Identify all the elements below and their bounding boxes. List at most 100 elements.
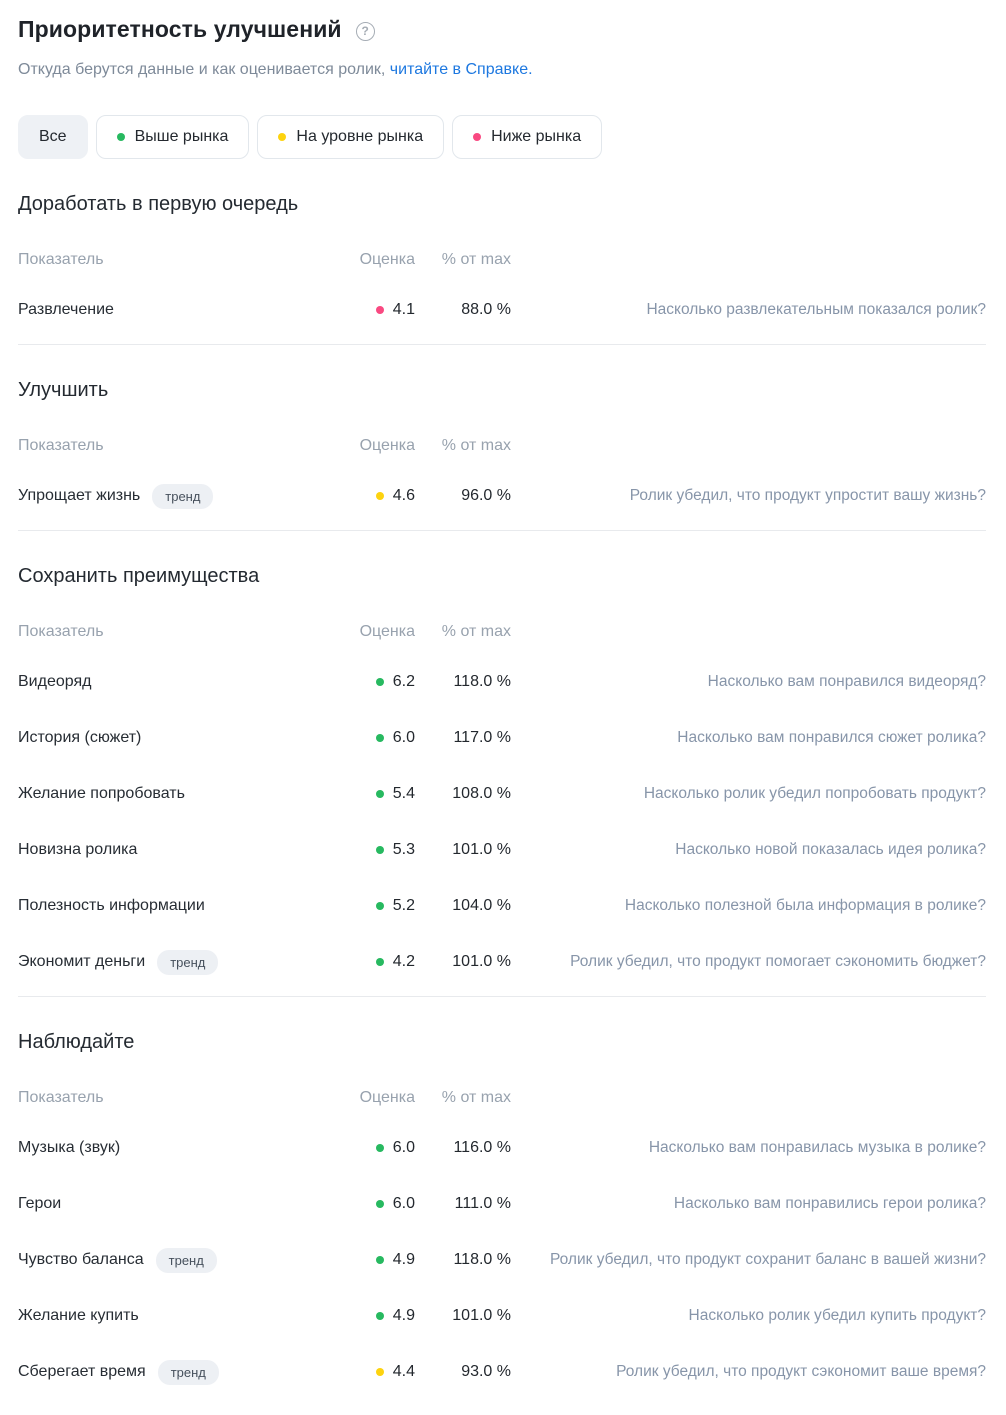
table-row: Развлечение 4.1 88.0 % Насколько развлекате… (18, 282, 986, 338)
table-row: Новизна ролика 5.3 101.0 % Насколько новой … (18, 822, 986, 878)
score-value: 4.9 (392, 1251, 415, 1268)
metric-label: Видеоряд (18, 673, 92, 690)
score-cell: 6.2 (348, 673, 415, 691)
status-dot-icon (375, 846, 384, 854)
metric-description: Ролик убедил, что продукт сэкономит ваше… (616, 1363, 986, 1380)
help-icon[interactable]: ? (355, 21, 375, 41)
column-header-percent: % от max (441, 1089, 511, 1106)
metric-cell: Герои (18, 1195, 348, 1213)
metrics-section: Сохранить преимущества Показатель Оценка % … (18, 565, 986, 997)
metric-description: Насколько ролик убедил купить продукт? (688, 1307, 986, 1324)
trend-badge: тренд (152, 483, 214, 509)
metric-description: Ролик убедил, что продукт упростит вашу … (629, 487, 986, 504)
page-header: Приоритетность улучшений ? Откуда берутс… (18, 16, 986, 79)
metric-description: Насколько развлекательным показался роли… (646, 301, 986, 318)
score-value: 6.0 (392, 729, 415, 746)
score-cell: 4.6 (348, 487, 415, 505)
metric-cell: Полезность информации (18, 897, 348, 915)
table-row: Желание купить 4.9 101.0 % Насколько ролик … (18, 1288, 986, 1344)
metric-cell: Развлечение (18, 301, 348, 319)
percent-value: 111.0 % (454, 1195, 511, 1212)
metric-cell: Новизна ролика (18, 841, 348, 859)
filter-chip-0[interactable]: Все (18, 115, 88, 159)
filter-chip-2[interactable]: На уровне рынка (257, 115, 445, 159)
metrics-section: Наблюдайте Показатель Оценка % от max Музыка… (18, 1031, 986, 1400)
section-title: Сохранить преимущества (18, 565, 260, 587)
trend-badge: тренд (157, 1359, 219, 1385)
trend-badge: тренд (157, 949, 219, 975)
percent-value: 108.0 % (452, 785, 511, 802)
score-cell: 4.2 (348, 953, 415, 971)
metric-label: Упрощает жизнь (18, 487, 141, 504)
metric-label: Герои (18, 1195, 62, 1212)
table-row: Экономит деньги тренд 4.2 101.0 % Ролик убед… (18, 934, 986, 990)
metric-label: Сберегает время (18, 1363, 146, 1380)
metric-description: Насколько новой показалась идея ролика? (675, 841, 986, 858)
metric-description: Насколько вам понравилась музыка в ролик… (648, 1139, 986, 1156)
percent-value: 101.0 % (452, 953, 511, 970)
metric-cell: Желание попробовать (18, 785, 348, 803)
column-header-metric: Показатель (18, 623, 104, 640)
table-row: Сберегает время тренд 4.4 93.0 % Ролик убеди… (18, 1344, 986, 1400)
status-dot-icon (473, 133, 482, 141)
table-row: Желание попробовать 5.4 108.0 % Насколько р… (18, 766, 986, 822)
metric-description: Ролик убедил, что продукт сохранит балан… (550, 1251, 986, 1268)
score-cell: 4.9 (348, 1251, 415, 1269)
status-dot-icon (375, 678, 384, 686)
section-divider (18, 530, 986, 531)
metric-description: Ролик убедил, что продукт помогает сэкон… (570, 953, 986, 970)
score-cell: 6.0 (348, 1195, 415, 1213)
filter-chip-3[interactable]: Ниже рынка (452, 115, 603, 159)
metric-description: Насколько вам понравился сюжет ролика? (677, 729, 986, 746)
metric-cell: Сберегает время тренд (18, 1359, 348, 1385)
metric-label: Экономит деньги (18, 953, 146, 970)
table-header-row: Показатель Оценка % от max (18, 1076, 986, 1120)
status-dot-icon (375, 1144, 384, 1152)
help-link[interactable]: читайте в Справке. (389, 61, 533, 78)
score-value: 5.4 (392, 785, 415, 802)
filter-chip-label: Все (39, 128, 67, 145)
status-dot-icon (375, 492, 384, 500)
percent-value: 101.0 % (452, 1307, 511, 1324)
metrics-section: Улучшить Показатель Оценка % от max Упрощает… (18, 379, 986, 531)
page-subtitle: Откуда берутся данные и как оценивается … (18, 61, 986, 79)
score-value: 6.0 (392, 1195, 415, 1212)
table-header-row: Показатель Оценка % от max (18, 238, 986, 282)
section-title: Наблюдайте (18, 1031, 135, 1053)
score-value: 4.9 (392, 1307, 415, 1324)
metric-cell: История (сюжет) (18, 729, 348, 747)
status-dot-icon (375, 306, 384, 314)
score-cell: 5.4 (348, 785, 415, 803)
subtitle-text: Откуда берутся данные и как оценивается … (18, 61, 390, 78)
score-cell: 6.0 (348, 1139, 415, 1157)
table-row: Чувство баланса тренд 4.9 118.0 % Ролик убед… (18, 1232, 986, 1288)
column-header-percent: % от max (441, 437, 511, 454)
table-row: Упрощает жизнь тренд 4.6 96.0 % Ролик убедил… (18, 468, 986, 524)
score-cell: 4.1 (348, 301, 415, 319)
metric-cell: Видеоряд (18, 673, 348, 691)
score-cell: 4.4 (348, 1363, 415, 1381)
metric-cell: Музыка (звук) (18, 1139, 348, 1157)
status-dot-icon (375, 902, 384, 910)
metric-label: Желание попробовать (18, 785, 185, 802)
table-header-row: Показатель Оценка % от max (18, 610, 986, 654)
column-header-percent: % от max (441, 251, 511, 268)
filter-chip-label: Ниже рынка (491, 128, 582, 145)
score-value: 4.1 (392, 301, 415, 318)
filter-chip-label: Выше рынка (134, 128, 229, 145)
metric-label: Чувство баланса (18, 1251, 144, 1268)
metric-label: История (сюжет) (18, 729, 142, 746)
metric-description: Насколько вам понравились герои ролика? (673, 1195, 986, 1212)
column-header-metric: Показатель (18, 437, 104, 454)
column-header-metric: Показатель (18, 1089, 104, 1106)
table-row: Полезность информации 5.2 104.0 % Насколько… (18, 878, 986, 934)
score-value: 4.2 (392, 953, 415, 970)
column-header-score: Оценка (359, 623, 415, 640)
metric-label: Желание купить (18, 1307, 139, 1324)
filter-chip-1[interactable]: Выше рынка (95, 115, 250, 159)
score-value: 4.6 (392, 487, 415, 504)
score-value: 6.2 (392, 673, 415, 690)
section-title: Улучшить (18, 379, 109, 401)
score-value: 4.4 (392, 1363, 415, 1380)
column-header-score: Оценка (359, 1089, 415, 1106)
